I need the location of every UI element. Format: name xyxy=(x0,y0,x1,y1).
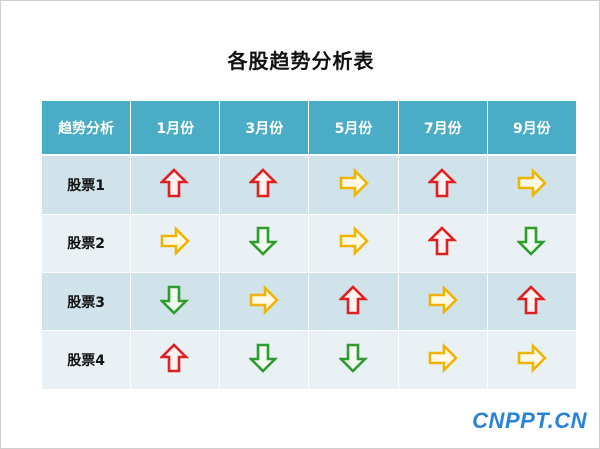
up-arrow-icon xyxy=(160,343,190,373)
right-arrow-icon xyxy=(517,167,547,198)
trend-cell xyxy=(308,154,399,215)
trend-cell xyxy=(308,330,399,390)
trend-cell xyxy=(308,213,399,273)
right-arrow-icon xyxy=(339,167,369,198)
watermark-logo: CNPPT.CN xyxy=(472,408,587,433)
right-arrow-icon xyxy=(428,284,458,315)
corner-header: 趋势分析 xyxy=(40,100,132,156)
row-label: 股票3 xyxy=(40,271,132,332)
down-arrow-icon xyxy=(338,343,369,374)
table-row: 股票4 xyxy=(40,330,578,390)
trend-cell xyxy=(130,213,221,273)
right-arrow-icon xyxy=(160,226,191,257)
column-header: 7月份 xyxy=(397,100,488,156)
row-label: 股票4 xyxy=(40,330,132,390)
up-arrow-icon xyxy=(249,167,279,198)
row-label: 股票2 xyxy=(40,213,132,273)
trend-cell xyxy=(397,271,488,332)
trend-cell xyxy=(486,271,578,332)
table-row: 股票3 xyxy=(40,271,578,332)
column-header: 3月份 xyxy=(219,100,310,156)
trend-cell xyxy=(397,330,488,390)
trend-table: 趋势分析 1月份 3月份 5月份 7月份 9月份 股票1 股票2 股票3 股票4 xyxy=(40,100,578,390)
right-arrow-icon xyxy=(339,226,369,257)
up-arrow-icon xyxy=(160,167,190,198)
right-arrow-icon xyxy=(517,343,547,374)
trend-cell xyxy=(486,330,578,390)
down-arrow-icon xyxy=(516,226,547,257)
up-arrow-icon xyxy=(427,167,458,198)
trend-cell xyxy=(397,213,488,273)
trend-cell xyxy=(308,271,399,332)
column-header: 1月份 xyxy=(130,100,221,156)
right-arrow-icon xyxy=(249,284,280,315)
down-arrow-icon xyxy=(249,226,279,257)
table-row: 股票1 xyxy=(40,154,578,215)
trend-cell xyxy=(397,154,488,215)
column-header: 5月份 xyxy=(308,100,399,156)
trend-cell xyxy=(219,330,310,390)
down-arrow-icon xyxy=(249,343,279,374)
trend-cell xyxy=(486,213,578,273)
trend-cell xyxy=(130,271,221,332)
trend-cell xyxy=(130,330,221,390)
down-arrow-icon xyxy=(160,285,190,315)
trend-cell xyxy=(219,271,310,332)
table-row: 股票2 xyxy=(40,213,578,273)
up-arrow-icon xyxy=(516,284,547,315)
trend-cell xyxy=(130,154,221,215)
page-title: 各股趋势分析表 xyxy=(227,49,375,73)
up-arrow-icon xyxy=(427,226,458,256)
header-row: 趋势分析 1月份 3月份 5月份 7月份 9月份 xyxy=(40,100,578,156)
row-label: 股票1 xyxy=(40,154,132,215)
trend-cell xyxy=(219,213,310,273)
column-header: 9月份 xyxy=(486,100,578,156)
right-arrow-icon xyxy=(428,343,458,374)
trend-cell xyxy=(486,154,578,215)
trend-cell xyxy=(219,154,310,215)
up-arrow-icon xyxy=(338,284,369,315)
